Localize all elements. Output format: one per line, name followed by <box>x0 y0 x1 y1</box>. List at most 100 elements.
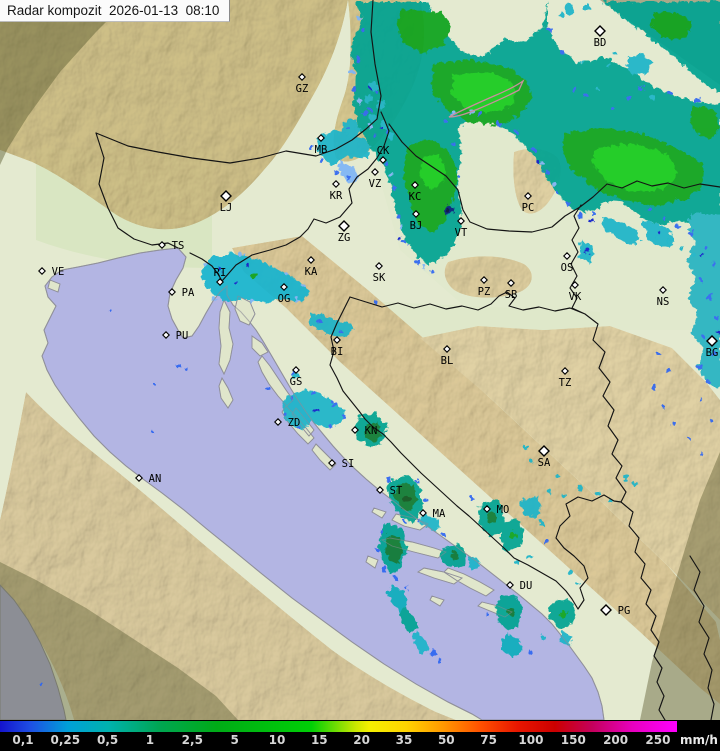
city-marker-icon <box>333 336 341 344</box>
legend-tick: 100 <box>518 733 544 747</box>
city-kr: KR <box>330 180 343 202</box>
city-marker-icon <box>158 241 166 249</box>
city-marker-icon <box>376 486 384 494</box>
city-marker-icon <box>659 286 667 294</box>
city-label: ZG <box>338 232 351 244</box>
city-marker-icon <box>135 474 143 482</box>
city-an: AN <box>135 473 162 485</box>
city-mo: MO <box>483 504 510 516</box>
city-label: PA <box>182 287 195 299</box>
city-bg: BG <box>706 335 719 359</box>
city-label: MO <box>497 504 510 516</box>
city-label: SI <box>342 458 355 470</box>
legend-tick: 20 <box>353 733 370 747</box>
legend-tick: 1 <box>145 733 155 747</box>
city-pu: PU <box>162 330 189 342</box>
legend: 0,1 0,25 0,5 1 2,5 5 10 15 20 35 50 75 100 150 200 250 … <box>0 720 720 751</box>
city-label: BD <box>594 37 607 49</box>
city-label: BI <box>331 346 344 358</box>
city-label: AN <box>149 473 162 485</box>
city-pg: PG <box>600 604 630 617</box>
city-marker-icon <box>457 217 465 225</box>
city-bd: BD <box>594 25 607 49</box>
speckles-cyan <box>514 2 695 638</box>
city-label: ST <box>390 485 403 497</box>
city-label: GS <box>290 376 303 388</box>
city-label: LJ <box>220 202 233 214</box>
city-marker-icon <box>480 276 488 284</box>
city-ts: TS <box>158 240 184 252</box>
legend-unit-label: mm/h <box>680 733 718 747</box>
city-label: GZ <box>296 83 309 95</box>
legend-tick: 250 <box>645 733 671 747</box>
city-ka: KA <box>305 256 318 278</box>
city-marker-icon <box>379 156 387 164</box>
city-bl: BL <box>441 345 454 367</box>
city-zg: ZG <box>338 220 351 244</box>
city-label: ZD <box>288 417 301 429</box>
city-si: SI <box>328 458 355 470</box>
city-label: VK <box>569 291 582 303</box>
city-du: DU <box>506 580 533 592</box>
legend-tick: 150 <box>560 733 586 747</box>
city-marker-icon <box>280 283 288 291</box>
city-marker-icon <box>524 192 532 200</box>
city-marker-icon <box>412 210 420 218</box>
city-marker-icon <box>292 366 300 374</box>
legend-tick: 0,1 <box>12 733 34 747</box>
city-marker-icon <box>162 331 170 339</box>
city-label: TZ <box>559 377 572 389</box>
city-label: MA <box>433 508 446 520</box>
city-marker-icon <box>216 278 224 286</box>
city-marker-icon <box>375 262 383 270</box>
city-marker-icon <box>411 181 419 189</box>
city-marker-icon <box>220 190 232 202</box>
city-label: PC <box>522 202 535 214</box>
city-os: OS <box>561 252 574 274</box>
city-marker-icon <box>351 426 359 434</box>
city-ma: MA <box>419 508 446 520</box>
city-marker-icon <box>328 459 336 467</box>
city-marker-icon <box>332 180 340 188</box>
city-vt: VT <box>455 217 468 239</box>
city-mb: MB <box>315 134 327 156</box>
city-marker-icon <box>571 281 579 289</box>
radar-echoes <box>38 0 720 684</box>
city-marker-icon <box>506 581 514 589</box>
city-marker-icon <box>706 335 718 347</box>
legend-tick: 0,5 <box>97 733 119 747</box>
city-label: BL <box>441 355 454 367</box>
city-gs: GS <box>290 366 303 388</box>
city-sk: SK <box>373 262 386 284</box>
city-marker-icon <box>317 134 325 142</box>
city-marker-icon <box>563 252 571 260</box>
city-label: VT <box>455 227 468 239</box>
city-label: CK <box>377 145 390 157</box>
legend-tick: 2,5 <box>181 733 203 747</box>
city-label: DU <box>520 580 533 592</box>
city-label: SK <box>373 272 386 284</box>
title-bar: Radar kompozit 2026-01-13 08:10 <box>0 0 231 22</box>
city-label: OS <box>561 262 574 274</box>
city-label: PU <box>176 330 189 342</box>
city-label: SB <box>505 289 518 301</box>
city-marker-icon <box>419 509 427 517</box>
radar-map: GZ BD MB CK VZ KR KC LJ BJ ZG VT PC TS OS VE RI PA OG KA SK… <box>0 0 720 720</box>
city-pa: PA <box>168 287 195 299</box>
city-kn: KN <box>351 425 377 437</box>
legend-tick: 10 <box>268 733 286 747</box>
city-st: ST <box>376 485 403 497</box>
legend-color-scale <box>0 721 677 732</box>
city-kc: KC <box>409 181 421 203</box>
city-label: KR <box>330 190 343 202</box>
city-label: VE <box>52 266 65 278</box>
city-label: KA <box>305 266 318 278</box>
city-marker-icon <box>307 256 315 264</box>
city-sa: SA <box>538 445 551 469</box>
city-label: NS <box>657 296 670 308</box>
legend-tick: 5 <box>230 733 239 747</box>
city-label: BG <box>706 347 719 359</box>
city-label: VZ <box>369 178 382 190</box>
city-marker-icon <box>371 168 379 176</box>
city-bj: BJ <box>410 210 422 232</box>
